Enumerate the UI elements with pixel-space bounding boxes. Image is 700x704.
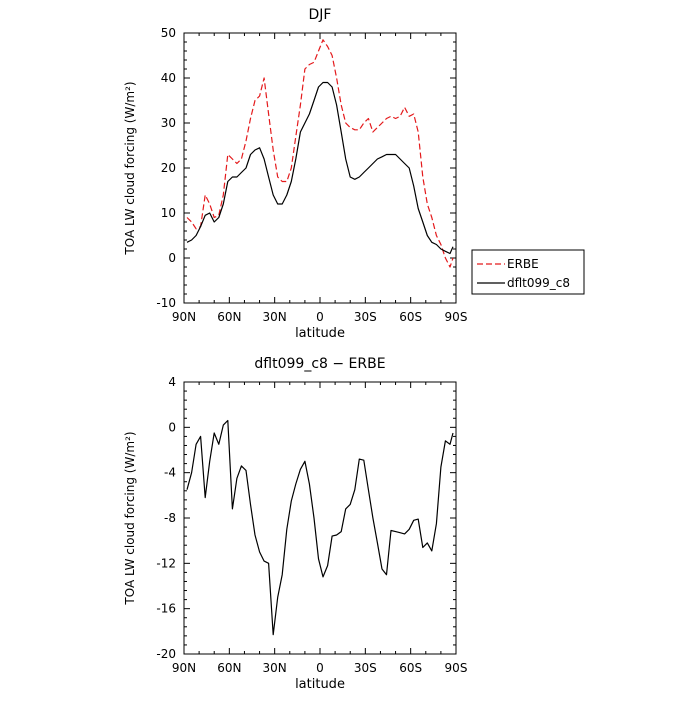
y-tick-label: -4 — [164, 466, 176, 480]
y-tick-label: 30 — [161, 116, 176, 130]
series-line-dflt099-c8 — [186, 81, 454, 255]
bottom-panel: 90N 60N 30N 0 30S 60S 90S -20 -16 -12 -8 -4 0 4 dflt09… — [123, 356, 467, 692]
y-tick-label: -16 — [156, 602, 176, 616]
x-tick-label: 60S — [399, 661, 422, 675]
y-tick-label: -8 — [164, 511, 176, 525]
y-tick-label: 40 — [161, 71, 176, 85]
y-tick-label: 10 — [161, 206, 176, 220]
y-tick-label: 0 — [168, 251, 176, 265]
x-tick-label: 60N — [217, 310, 241, 324]
plot-frame — [183, 32, 457, 304]
x-tick-label: 0 — [316, 661, 324, 675]
legend-label-1: dflt099_c8 — [507, 276, 570, 290]
chart-title: DJF — [309, 7, 332, 23]
y-tick-label: 4 — [168, 375, 176, 389]
x-tick-label: 60N — [217, 661, 241, 675]
x-axis-label: latitude — [295, 677, 345, 692]
top-panel: 90N 60N 30N 0 30S 60S 90S -10 0 10 20 30 40 50 DJF lati… — [123, 7, 585, 341]
x-axis-label: latitude — [295, 326, 345, 341]
y-tick-label: -12 — [156, 556, 176, 570]
y-tick-label: 50 — [161, 26, 176, 40]
y-tick-label: 0 — [168, 420, 176, 434]
x-tick-label: 90N — [172, 661, 196, 675]
legend-label-0: ERBE — [507, 257, 539, 271]
x-tick-label: 30S — [354, 661, 377, 675]
y-tick-label: 20 — [161, 161, 176, 175]
x-tick-label: 90S — [445, 310, 468, 324]
x-tick-label: 90S — [445, 661, 468, 675]
chart-title: dflt099_c8 − ERBE — [254, 356, 385, 372]
series-line-erbe — [186, 39, 454, 268]
y-tick-label: -10 — [156, 296, 176, 310]
y-tick-label: -20 — [156, 647, 176, 661]
series-line-difference — [186, 419, 454, 636]
legend-box — [471, 249, 585, 295]
x-tick-label: 0 — [316, 310, 324, 324]
x-tick-label: 90N — [172, 310, 196, 324]
x-tick-label: 60S — [399, 310, 422, 324]
x-tick-label: 30N — [263, 310, 287, 324]
x-tick-label: 30N — [263, 661, 287, 675]
x-tick-label: 30S — [354, 310, 377, 324]
y-axis-label: TOA LW cloud forcing (W/m²) — [123, 431, 137, 605]
y-axis-label: TOA LW cloud forcing (W/m²) — [123, 81, 137, 255]
